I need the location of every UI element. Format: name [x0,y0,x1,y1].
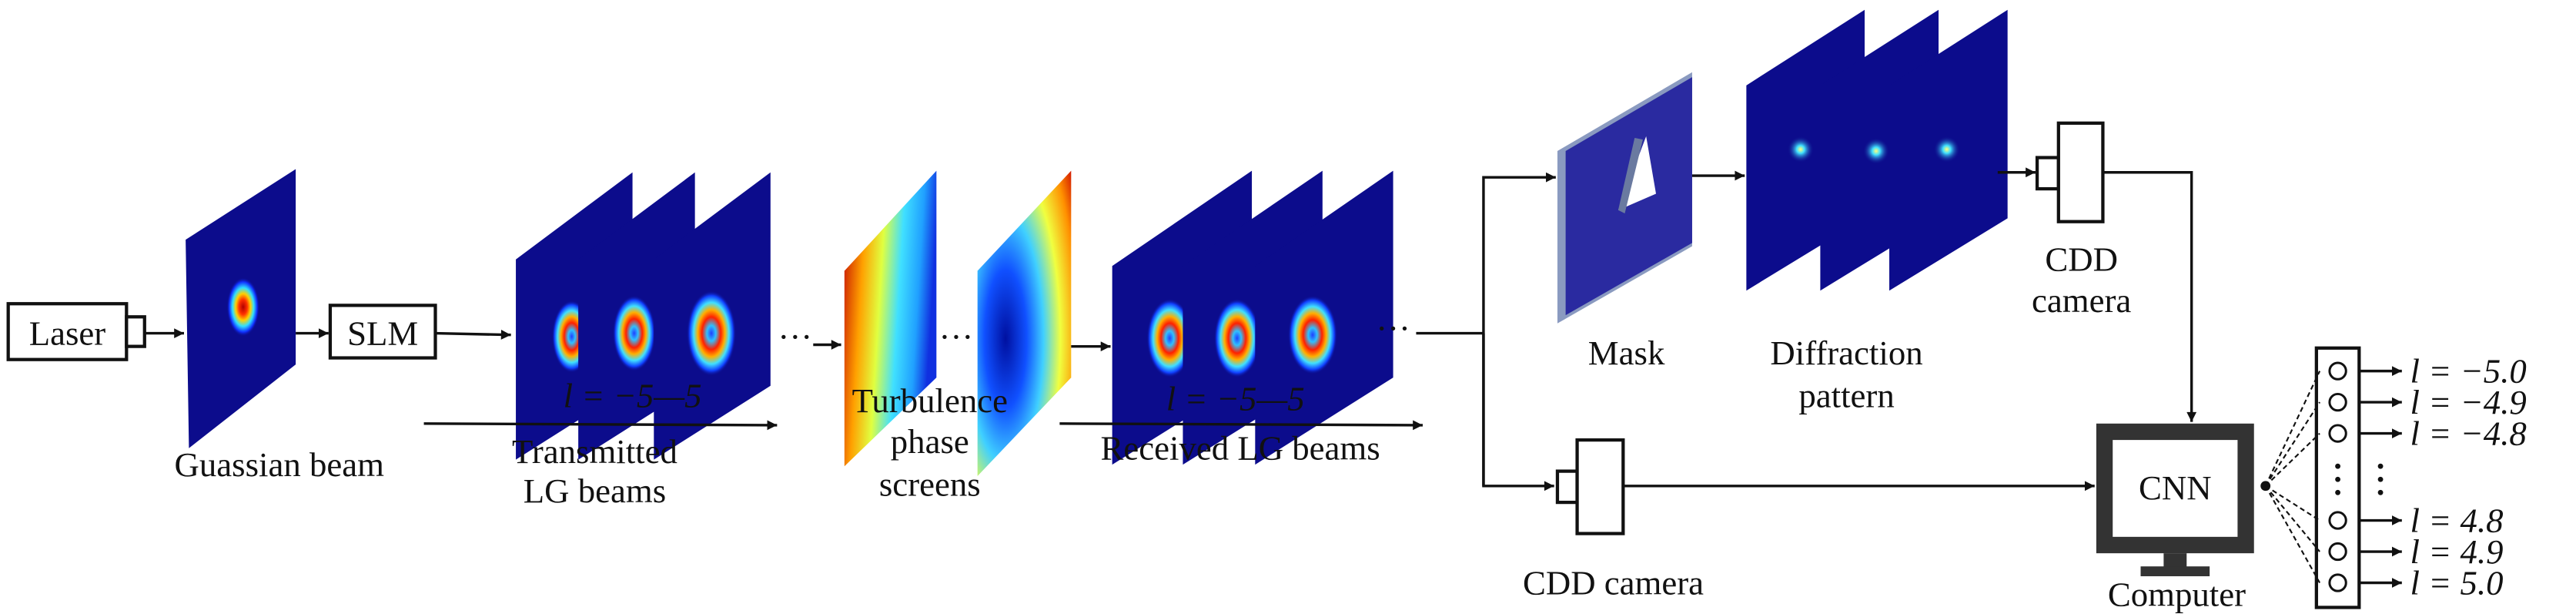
cdd-bottom-label: CDD camera [1523,563,1704,602]
output-vertical-dots [2335,463,2384,495]
diffraction-label-2: pattern [1798,377,1894,415]
slm-label: SLM [347,314,418,353]
output-neuron [2328,573,2347,592]
laser-label: Laser [29,314,106,353]
transmitted-label-2: LG beams [524,471,666,510]
mask [1557,72,1692,324]
ellipsis-3: ··· [1376,309,1410,347]
laser-box [6,302,129,361]
output-neuron [2328,361,2347,381]
gaussian-beam-plane [186,169,296,448]
output-neuron [2328,511,2347,530]
diffraction-planes [1746,9,2008,291]
dashed-connection [2264,485,2321,584]
turbulence-screen-2 [977,170,1072,476]
output-neuron [2328,542,2347,562]
laser-source: Laser [6,302,146,361]
transmitted-range: l = −5—5 [564,377,702,415]
cnn-label: CNN [2139,468,2212,507]
output-neuron [2328,392,2347,412]
received-lg-planes [1112,170,1393,465]
output-label: l = 4.9 [2410,532,2503,571]
output-neurons: l = −5.0l = −4.9l = −4.8 l = 4.8l = 4.9l … [2264,352,2527,602]
output-neuron [2328,424,2347,443]
transmitted-lg-planes [516,172,771,460]
dashed-connection [2264,371,2321,487]
computer-monitor-icon [2096,423,2254,576]
turbulence-screen-1 [844,170,937,467]
laser-nozzle [125,315,146,348]
dashed-connection [2264,401,2321,487]
cdd-camera-top [2035,121,2105,223]
arrow-to-bottom-camera [1482,333,1554,492]
output-label: l = 5.0 [2410,563,2503,602]
diffraction-label-1: Diffraction [1770,334,1922,372]
gaussian-beam-label: Guassian beam [175,445,385,484]
ellipsis-2: ··· [939,317,974,356]
output-label: l = −5.0 [2410,352,2526,391]
cdd-top-label-1: CDD [2045,240,2118,279]
output-label: l = −4.9 [2410,383,2526,421]
turbulence-label-1: Turbulence [852,381,1008,420]
turbulence-label-3: screens [879,465,981,504]
arrow-to-mask [1482,172,1556,486]
dashed-connection [2264,432,2320,487]
cdd-top-label-2: camera [2032,281,2131,320]
ellipsis-1: ··· [778,317,812,356]
mask-label: Mask [1588,334,1665,372]
cdd-camera-bottom [1555,438,1625,535]
dashed-connection [2265,485,2320,522]
arrow-slm-to-transmitted [435,330,511,340]
arrow-transmitted [423,420,778,431]
output-label: l = −4.8 [2410,414,2526,453]
turbulence-label-2: phase [891,422,969,461]
received-range: l = −5—5 [1166,380,1305,418]
arrow-top-camera-to-computer [2103,171,2197,422]
transmitted-label-1: Transmitted [512,432,677,471]
output-label: l = 4.8 [2410,501,2503,539]
dashed-connection [2264,485,2320,552]
received-label: Received LG beams [1101,429,1380,468]
slm-box [328,304,437,360]
arrow-received [1059,420,1423,431]
computer-label: Computer [2108,575,2246,613]
gaussian-spot [226,277,260,337]
